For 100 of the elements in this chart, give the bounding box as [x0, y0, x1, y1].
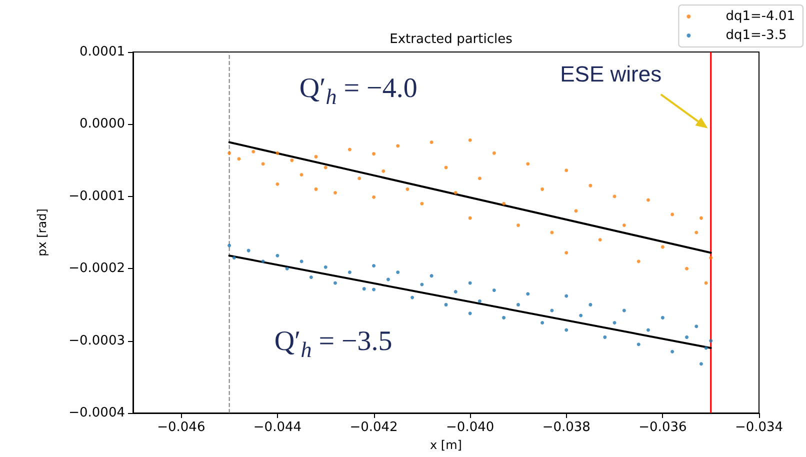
point — [478, 299, 482, 303]
point — [574, 209, 578, 213]
point — [228, 244, 232, 248]
point — [372, 288, 376, 292]
point — [372, 264, 376, 268]
point — [564, 250, 568, 254]
point — [516, 302, 520, 306]
x-axis-title: x [m] — [430, 438, 462, 452]
point — [430, 274, 434, 278]
point — [670, 350, 674, 354]
point — [612, 321, 616, 324]
y-axis-title: px [rad] — [35, 208, 49, 256]
point — [396, 144, 400, 148]
point — [478, 176, 482, 180]
point — [406, 187, 410, 191]
point — [660, 316, 664, 320]
chart-title: Extracted particles — [390, 32, 513, 47]
point — [699, 216, 703, 220]
point — [685, 266, 689, 270]
point — [564, 294, 568, 298]
point — [588, 184, 592, 188]
point — [579, 314, 583, 318]
point — [454, 290, 458, 294]
point — [468, 216, 472, 220]
text: dq1=-4.01 — [726, 9, 796, 24]
point — [660, 245, 664, 249]
point — [622, 224, 626, 228]
x-tick-label: −0.036 — [638, 420, 687, 435]
point — [526, 292, 530, 296]
point — [314, 154, 318, 158]
y-tick-label: −0.0003 — [68, 333, 125, 348]
point — [612, 194, 616, 198]
point — [694, 324, 698, 328]
y-tick-label: 0.0001 — [80, 44, 125, 60]
point — [372, 152, 376, 156]
y-tick-label: 0.0000 — [80, 116, 125, 132]
x-tick-label: −0.042 — [350, 420, 398, 435]
point — [348, 270, 352, 274]
point — [252, 150, 256, 154]
point — [232, 256, 236, 260]
point — [588, 302, 592, 306]
point — [540, 187, 544, 191]
point — [309, 276, 313, 280]
x-tick-label: −0.038 — [542, 420, 590, 435]
point — [709, 256, 713, 260]
point — [685, 335, 689, 339]
point — [228, 151, 232, 155]
point — [516, 224, 520, 228]
point — [290, 158, 294, 162]
point — [430, 140, 434, 144]
point — [420, 282, 424, 286]
point — [324, 265, 328, 269]
point — [276, 182, 280, 186]
point — [444, 302, 448, 306]
point — [372, 195, 376, 199]
point — [694, 230, 698, 234]
point — [564, 168, 568, 172]
point — [246, 248, 250, 252]
point — [492, 151, 496, 155]
x-tick-label: −0.046 — [157, 420, 206, 435]
point — [646, 198, 650, 202]
point — [709, 339, 713, 343]
point — [358, 176, 362, 180]
text: dq1=-3.5 — [726, 28, 787, 43]
y-tick-label: −0.0002 — [68, 261, 125, 276]
x-tick-label: −0.040 — [446, 420, 494, 435]
point — [285, 266, 289, 270]
point — [468, 138, 472, 142]
point — [468, 281, 472, 285]
point — [670, 212, 674, 216]
point — [526, 162, 530, 166]
x-tick-label: −0.044 — [253, 420, 302, 435]
point — [564, 328, 568, 332]
point — [276, 254, 280, 258]
point — [261, 260, 265, 264]
point — [492, 288, 496, 292]
point — [261, 162, 265, 166]
point — [636, 342, 640, 346]
point — [324, 166, 328, 170]
point — [410, 296, 414, 300]
point — [420, 202, 424, 206]
ref-line-label: ESE wires — [560, 61, 662, 86]
point — [502, 316, 506, 320]
x-tick-label: −0.034 — [734, 420, 784, 435]
point — [699, 362, 703, 366]
point — [603, 335, 607, 339]
point — [300, 172, 304, 176]
point — [237, 157, 241, 161]
point — [598, 238, 602, 242]
y-tick-label: −0.0001 — [68, 188, 125, 204]
point — [276, 151, 280, 155]
point — [314, 187, 318, 191]
point — [622, 308, 626, 312]
point — [468, 312, 472, 316]
point — [396, 270, 400, 274]
point — [646, 328, 650, 332]
point — [502, 202, 506, 206]
point — [334, 281, 337, 285]
annotation: Q′$_{h}$ = −3.5 — [274, 326, 392, 362]
annotation: Q′$_{h}$ = −4.0 — [299, 73, 418, 109]
